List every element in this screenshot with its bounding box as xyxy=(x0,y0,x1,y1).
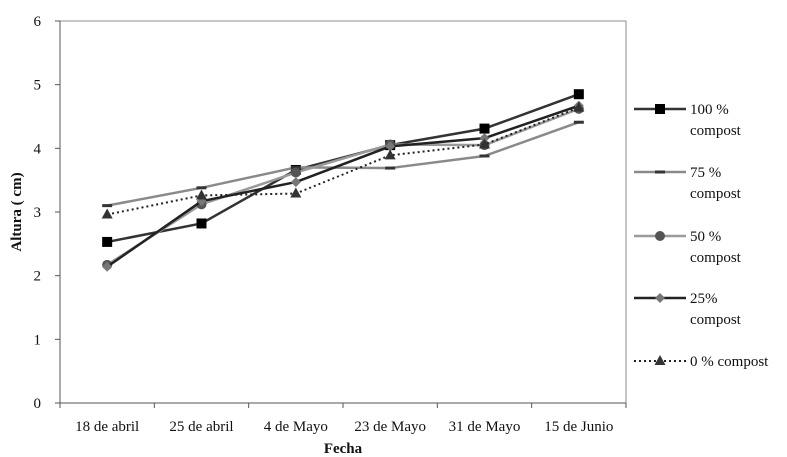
legend-item: 0 % compost xyxy=(634,354,769,370)
legend-marker xyxy=(655,293,665,303)
data-point xyxy=(196,189,207,200)
data-point xyxy=(102,204,113,208)
y-axis-title: Altura ( cm) xyxy=(9,172,25,251)
x-tick-label: 25 de abril xyxy=(169,419,233,435)
y-tick-label: 4 xyxy=(34,141,42,157)
x-tick-label: 4 de Mayo xyxy=(264,419,328,435)
data-point xyxy=(385,166,396,170)
data-point xyxy=(573,120,584,124)
legend-label: compost xyxy=(690,123,742,139)
data-point xyxy=(573,101,585,112)
data-point xyxy=(573,89,584,100)
series-line xyxy=(106,104,580,268)
legend-label: compost xyxy=(690,312,742,328)
data-point xyxy=(290,187,302,198)
data-point xyxy=(102,261,113,272)
data-point xyxy=(101,208,113,219)
legend-label: 100 % xyxy=(690,102,729,118)
y-tick-label: 2 xyxy=(34,269,42,285)
series-line xyxy=(106,106,580,216)
y-tick-label: 3 xyxy=(34,205,42,221)
legend-marker xyxy=(654,355,666,365)
legend-marker xyxy=(655,231,665,241)
legend-label: 75 % xyxy=(690,165,721,181)
legend-label: compost xyxy=(690,250,742,266)
series-75-compost xyxy=(102,120,584,208)
x-tick-label: 15 de Junio xyxy=(544,419,613,435)
y-tick-label: 5 xyxy=(34,78,42,94)
data-point xyxy=(479,133,490,144)
plot-area-frame xyxy=(59,20,627,404)
legend-label: 25% xyxy=(690,291,718,307)
x-tick-label: 23 de Mayo xyxy=(354,419,426,435)
series-line xyxy=(106,121,580,207)
legend-item: 25% compost xyxy=(634,291,742,328)
legend-marker xyxy=(655,104,665,114)
x-axis-title: Fecha xyxy=(324,441,363,457)
y-tick-label: 6 xyxy=(34,14,42,30)
legend-label: 0 % compost xyxy=(690,354,769,370)
legend-item: 75 % compost xyxy=(634,165,742,202)
legend: 100 % compost 75 % compost 50 % compost 25% com… xyxy=(634,102,769,370)
y-tick-label: 0 xyxy=(34,396,42,412)
legend-item: 50 % compost xyxy=(634,229,742,266)
x-tick-label: 18 de abril xyxy=(75,419,139,435)
data-point xyxy=(196,218,207,229)
data-point xyxy=(385,141,396,152)
legend-marker xyxy=(655,170,665,174)
legend-label: compost xyxy=(690,186,742,202)
data-point xyxy=(290,167,301,178)
legend-item: 100 % compost xyxy=(634,102,742,139)
data-point xyxy=(384,149,396,160)
y-tick-label: 1 xyxy=(34,332,42,348)
data-point xyxy=(290,165,301,169)
series-25-compost xyxy=(102,100,584,272)
data-point xyxy=(102,236,113,247)
series-0-compost xyxy=(101,101,585,219)
data-point xyxy=(479,123,490,134)
legend-label: 50 % xyxy=(690,229,721,245)
x-tick-label: 31 de Mayo xyxy=(449,419,521,435)
data-point xyxy=(290,177,301,188)
data-point xyxy=(479,138,490,149)
data-point xyxy=(196,186,207,190)
series-line xyxy=(106,107,580,266)
data-point xyxy=(479,154,490,158)
